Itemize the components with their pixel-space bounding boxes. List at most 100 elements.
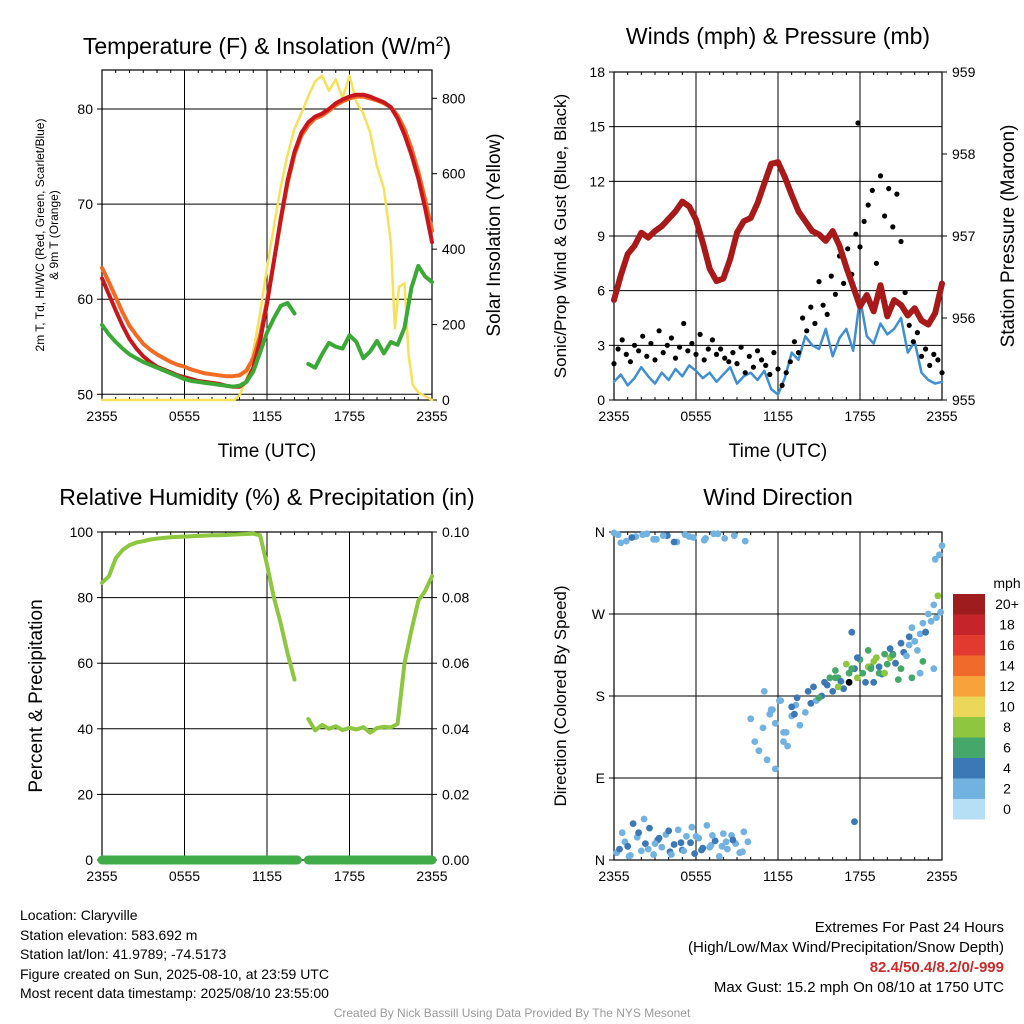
- direction-point: [698, 846, 705, 854]
- direction-point: [729, 836, 737, 844]
- gust-point: [705, 346, 711, 352]
- direction-point: [617, 539, 625, 547]
- direction-point: [905, 641, 913, 649]
- direction-point: [870, 678, 878, 686]
- plot-frame: [613, 71, 943, 401]
- direction-point: [892, 659, 899, 667]
- direction-point: [908, 674, 916, 682]
- x-tick-label: 2355: [86, 868, 117, 884]
- extremes-subtitle: (High/Low/Max Wind/Precipitation/Snow De…: [688, 939, 1004, 956]
- gust-point: [902, 289, 908, 296]
- direction-point: [724, 845, 731, 853]
- direction-point: [771, 719, 779, 727]
- gust-point: [808, 304, 814, 310]
- direction-point: [937, 608, 944, 616]
- direction-point: [763, 756, 771, 764]
- y-tick-label: 100: [70, 524, 94, 540]
- y-tick-label: 80: [77, 590, 93, 606]
- direction-point: [644, 845, 652, 853]
- direction-point: [815, 694, 823, 702]
- colorbar-swatch: [953, 635, 985, 656]
- gust-point: [619, 337, 625, 343]
- plot-frame: [613, 531, 943, 861]
- direction-point: [668, 851, 675, 858]
- humidity-line: [306, 574, 434, 735]
- gust-point: [824, 311, 830, 317]
- gust-point: [882, 213, 888, 219]
- direction-point: [845, 678, 853, 686]
- direction-point: [691, 850, 698, 857]
- gust-point: [709, 337, 716, 343]
- y-tick-label: 80: [77, 101, 93, 117]
- y-tick-label: 0: [597, 392, 605, 408]
- series-line: [306, 263, 434, 370]
- direction-point: [875, 663, 883, 671]
- chart-title: Temperature (F) & Insolation (W/m2): [83, 33, 451, 59]
- direction-point: [680, 847, 688, 855]
- direction-point: [747, 715, 755, 723]
- direction-point: [883, 660, 891, 668]
- direction-point: [810, 683, 817, 691]
- recent-data-text: Most recent data timestamp: 2025/08/10 2…: [20, 985, 329, 1001]
- direction-point: [875, 669, 883, 677]
- direction-point: [938, 542, 946, 550]
- credit-text: Created By Nick Bassill Using Data Provi…: [333, 1006, 691, 1020]
- direction-point: [821, 678, 828, 686]
- x-tick-label: 0555: [169, 408, 200, 424]
- gust-point: [820, 302, 826, 308]
- direction-point: [862, 678, 869, 686]
- pressure-line: [611, 159, 945, 328]
- direction-point: [832, 667, 839, 674]
- direction-point: [640, 815, 648, 823]
- direction-point: [688, 823, 696, 831]
- direction-point: [804, 688, 812, 695]
- y-axis-label-line: & 9m T (Orange): [47, 190, 61, 280]
- extremes-title: Extremes For Past 24 Hours: [814, 919, 1004, 936]
- direction-point: [829, 688, 837, 695]
- gust-point: [726, 359, 732, 365]
- direction-point: [683, 832, 690, 840]
- direction-point: [919, 658, 927, 665]
- direction-point: [665, 827, 673, 835]
- direction-point: [659, 532, 667, 539]
- colorbar-label: 2: [1003, 781, 1011, 797]
- y2-tick-label: 0: [442, 392, 450, 408]
- direction-point: [853, 674, 861, 682]
- x-axis-label: Time (UTC): [218, 441, 317, 462]
- colorbar-swatch: [953, 758, 985, 779]
- direction-point: [670, 841, 678, 848]
- y2-tick-label: 956: [952, 310, 976, 326]
- direction-point: [629, 820, 637, 827]
- direction-point: [867, 665, 875, 673]
- y2-axis-label: Station Pressure (Maroon): [998, 125, 1019, 348]
- wind-speed-line: [612, 296, 944, 396]
- gust-point: [927, 362, 933, 368]
- gust-point: [623, 351, 629, 357]
- gust-point: [627, 359, 634, 365]
- gust-point: [918, 353, 925, 359]
- y-tick-label: 15: [589, 119, 605, 135]
- direction-point: [780, 738, 787, 745]
- direction-point: [801, 709, 809, 716]
- gust-point: [611, 361, 617, 367]
- direction-point: [908, 624, 916, 632]
- humidity-panel: 2355 0555 1155 1755 23550204060801000.000.02…: [26, 484, 475, 884]
- gust-point: [873, 260, 880, 266]
- gust-point: [886, 186, 892, 192]
- y2-tick-label: 958: [952, 146, 976, 162]
- direction-point: [853, 654, 861, 662]
- y-tick-label: 50: [77, 386, 93, 402]
- y-tick-label: 20: [77, 786, 93, 802]
- extremes-values: 82.4/50.4/8.2/0/-999: [869, 959, 1004, 976]
- direction-point: [711, 837, 719, 845]
- station-info: Location: Claryville Station elevation: …: [20, 906, 329, 1004]
- gust-point: [795, 350, 802, 356]
- direction-point: [840, 685, 847, 693]
- direction-point: [934, 592, 942, 600]
- y2-tick-label: 0.04: [442, 721, 469, 737]
- direction-point: [842, 660, 850, 668]
- gust-point: [631, 342, 638, 348]
- y2-tick-label: 200: [442, 317, 466, 333]
- direction-point: [784, 742, 791, 750]
- gust-point: [791, 339, 798, 345]
